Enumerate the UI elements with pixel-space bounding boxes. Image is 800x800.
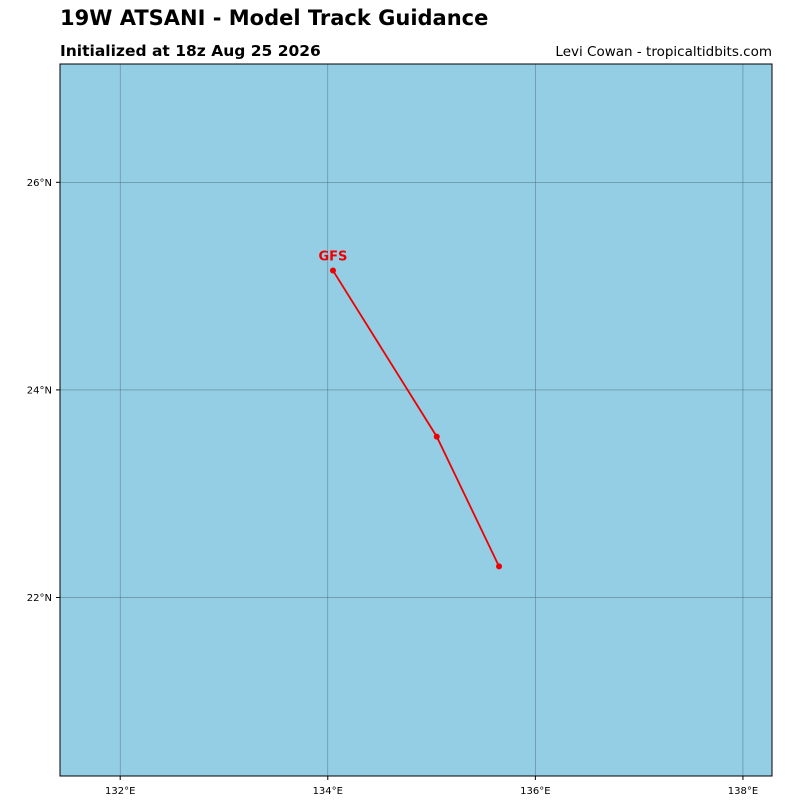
lon-tick-label: 138°E (728, 786, 758, 797)
model-label: GFS (319, 250, 348, 265)
lon-tick-label: 132°E (105, 786, 135, 797)
ocean-background (60, 64, 772, 776)
lat-tick-label: 26°N (27, 178, 52, 189)
model-tracks: GFS (319, 250, 503, 570)
track-gfs: GFS (319, 250, 503, 570)
lat-tick-label: 22°N (27, 593, 52, 604)
track-point (329, 267, 336, 274)
lon-tick-label: 134°E (313, 786, 343, 797)
graticule (60, 64, 772, 776)
axis-ticks: 132°E 134°E 136°E 138°E 22°N 24°N 26°N (27, 178, 758, 797)
credit-text: Levi Cowan - tropicaltidbits.com (555, 44, 772, 60)
init-time-subtitle: Initialized at 18z Aug 25 2026 (60, 42, 321, 60)
lon-tick-label: 136°E (520, 786, 550, 797)
page-title: 19W ATSANI - Model Track Guidance (60, 6, 489, 30)
map-frame (59, 63, 773, 777)
track-point (433, 433, 440, 440)
track-point (496, 563, 503, 570)
lat-tick-label: 24°N (27, 385, 52, 396)
